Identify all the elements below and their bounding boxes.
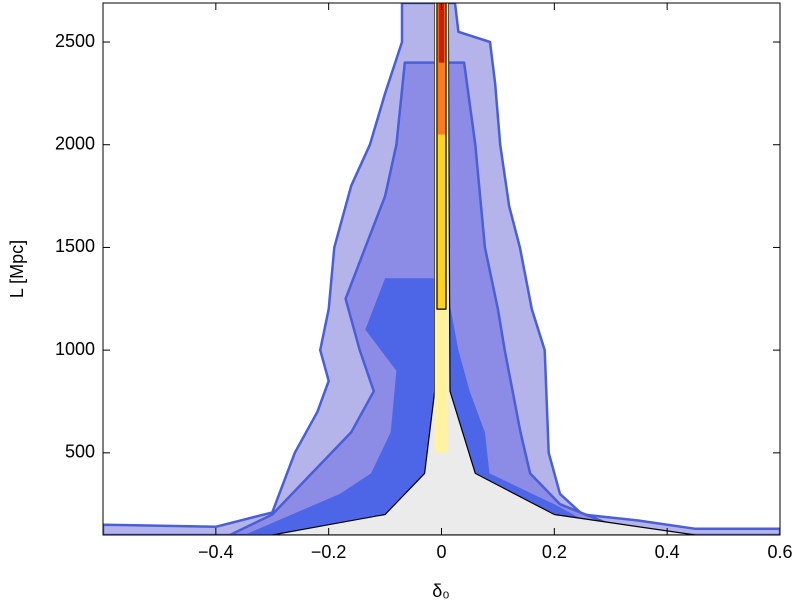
plot-area xyxy=(103,3,780,535)
contour-region xyxy=(244,278,611,535)
contour-region xyxy=(438,3,445,63)
contour-region xyxy=(271,3,696,535)
y-tick-label: 500 xyxy=(65,442,95,462)
x-tick-label: −0.4 xyxy=(198,542,234,562)
x-tick-label: 0.6 xyxy=(767,542,792,562)
x-tick-label: 0.4 xyxy=(655,542,680,562)
x-tick-label: −0.2 xyxy=(311,542,347,562)
y-axis-label: L [Mpc] xyxy=(7,240,27,298)
y-tick-label: 2500 xyxy=(55,31,95,51)
y-tick-label: 1500 xyxy=(55,236,95,256)
x-tick-label: 0 xyxy=(436,542,446,562)
x-axis-label: δ₀ xyxy=(432,581,450,601)
y-tick-label: 1000 xyxy=(55,339,95,359)
y-tick-label: 2000 xyxy=(55,133,95,153)
x-tick-label: 0.2 xyxy=(542,542,567,562)
